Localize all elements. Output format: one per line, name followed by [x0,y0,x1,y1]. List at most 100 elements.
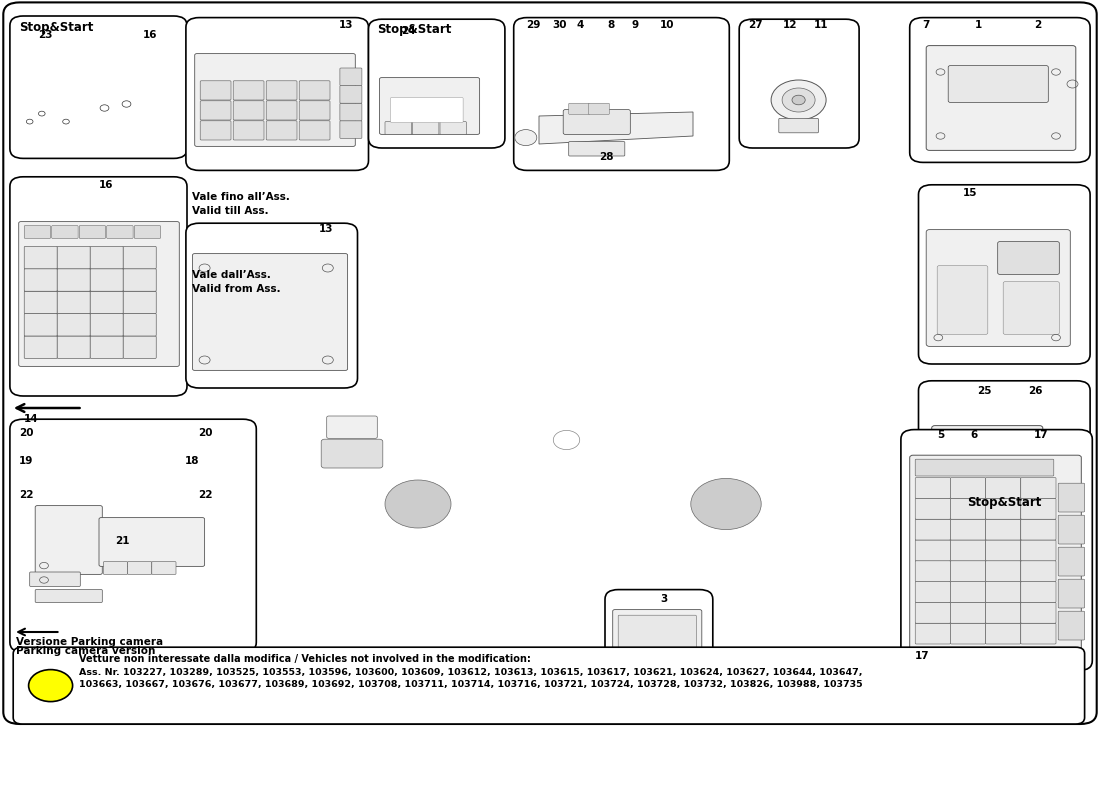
Text: passion for parts since 1985: passion for parts since 1985 [328,466,772,494]
FancyBboxPatch shape [986,582,1021,602]
FancyBboxPatch shape [390,98,463,122]
FancyBboxPatch shape [569,142,625,156]
FancyBboxPatch shape [57,291,90,314]
FancyBboxPatch shape [918,381,1090,504]
FancyBboxPatch shape [514,18,729,170]
FancyBboxPatch shape [937,266,988,334]
FancyBboxPatch shape [52,226,78,238]
FancyBboxPatch shape [233,101,264,120]
Text: 12: 12 [783,20,798,30]
Text: 15: 15 [962,188,977,198]
Text: 4: 4 [576,20,584,30]
Text: A: A [46,679,55,692]
Circle shape [385,480,451,528]
FancyBboxPatch shape [90,336,123,358]
FancyBboxPatch shape [915,459,1054,476]
FancyBboxPatch shape [1021,582,1056,602]
FancyBboxPatch shape [739,19,859,148]
FancyBboxPatch shape [13,647,1085,724]
FancyBboxPatch shape [1058,611,1085,640]
FancyBboxPatch shape [1021,602,1056,623]
Text: 16: 16 [143,30,157,39]
FancyBboxPatch shape [90,291,123,314]
FancyBboxPatch shape [618,615,696,660]
FancyBboxPatch shape [915,582,950,602]
FancyBboxPatch shape [950,602,986,623]
FancyBboxPatch shape [195,54,355,146]
FancyBboxPatch shape [1021,623,1056,644]
FancyBboxPatch shape [30,572,80,586]
Text: Vale fino all’Ass.: Vale fino all’Ass. [192,192,290,202]
Circle shape [771,80,826,120]
FancyBboxPatch shape [915,498,950,519]
Text: Stop&Start: Stop&Start [967,496,1042,509]
FancyBboxPatch shape [340,68,362,86]
Text: 3: 3 [660,594,668,603]
FancyBboxPatch shape [915,519,950,540]
FancyBboxPatch shape [937,474,964,486]
FancyBboxPatch shape [99,518,205,566]
FancyBboxPatch shape [10,177,187,396]
FancyBboxPatch shape [1003,282,1059,334]
FancyBboxPatch shape [3,2,1097,724]
FancyBboxPatch shape [266,81,297,100]
Text: 23: 23 [39,30,53,39]
Text: Parking camera version: Parking camera version [16,646,156,656]
FancyBboxPatch shape [10,16,187,158]
Text: 17: 17 [1034,430,1048,440]
Circle shape [792,95,805,105]
FancyBboxPatch shape [992,474,1019,486]
Text: EuroCarParts: EuroCarParts [268,363,832,437]
FancyBboxPatch shape [1058,483,1085,512]
FancyBboxPatch shape [1058,547,1085,576]
FancyBboxPatch shape [918,185,1090,364]
FancyBboxPatch shape [998,242,1059,274]
Circle shape [691,478,761,530]
FancyBboxPatch shape [200,81,231,100]
Text: Ass. Nr. 103227, 103289, 103525, 103553, 103596, 103600, 103609, 103612, 103613,: Ass. Nr. 103227, 103289, 103525, 103553,… [79,668,862,677]
Text: 20: 20 [198,428,212,438]
Circle shape [29,670,73,702]
FancyBboxPatch shape [321,439,383,468]
FancyBboxPatch shape [613,610,702,662]
FancyBboxPatch shape [368,19,505,148]
FancyBboxPatch shape [986,519,1021,540]
Text: 9: 9 [631,20,638,30]
FancyBboxPatch shape [950,498,986,519]
FancyBboxPatch shape [1021,561,1056,582]
FancyBboxPatch shape [200,101,231,120]
FancyBboxPatch shape [192,254,348,370]
Text: 25: 25 [977,386,991,395]
Text: 20: 20 [19,428,33,438]
FancyBboxPatch shape [950,582,986,602]
Text: 21: 21 [116,536,130,546]
FancyBboxPatch shape [948,66,1048,102]
Circle shape [671,464,781,544]
FancyBboxPatch shape [950,561,986,582]
FancyBboxPatch shape [35,590,102,602]
Text: 7: 7 [922,20,930,30]
FancyBboxPatch shape [24,314,57,336]
FancyBboxPatch shape [910,18,1090,162]
FancyBboxPatch shape [926,46,1076,150]
Text: 18: 18 [185,456,199,466]
Text: Valid till Ass.: Valid till Ass. [192,206,270,216]
Text: 27: 27 [748,20,762,30]
Polygon shape [319,316,825,526]
FancyBboxPatch shape [1021,498,1056,519]
FancyBboxPatch shape [340,103,362,121]
Text: Stop&Start: Stop&Start [377,23,452,36]
FancyBboxPatch shape [90,314,123,336]
FancyBboxPatch shape [1021,540,1056,561]
FancyBboxPatch shape [123,269,156,291]
FancyBboxPatch shape [588,103,609,114]
FancyBboxPatch shape [57,246,90,269]
FancyBboxPatch shape [24,336,57,358]
Text: 26: 26 [1028,386,1043,395]
FancyBboxPatch shape [24,269,57,291]
FancyBboxPatch shape [266,121,297,140]
FancyBboxPatch shape [986,602,1021,623]
Polygon shape [539,112,693,144]
Polygon shape [429,316,704,364]
FancyBboxPatch shape [915,623,950,644]
